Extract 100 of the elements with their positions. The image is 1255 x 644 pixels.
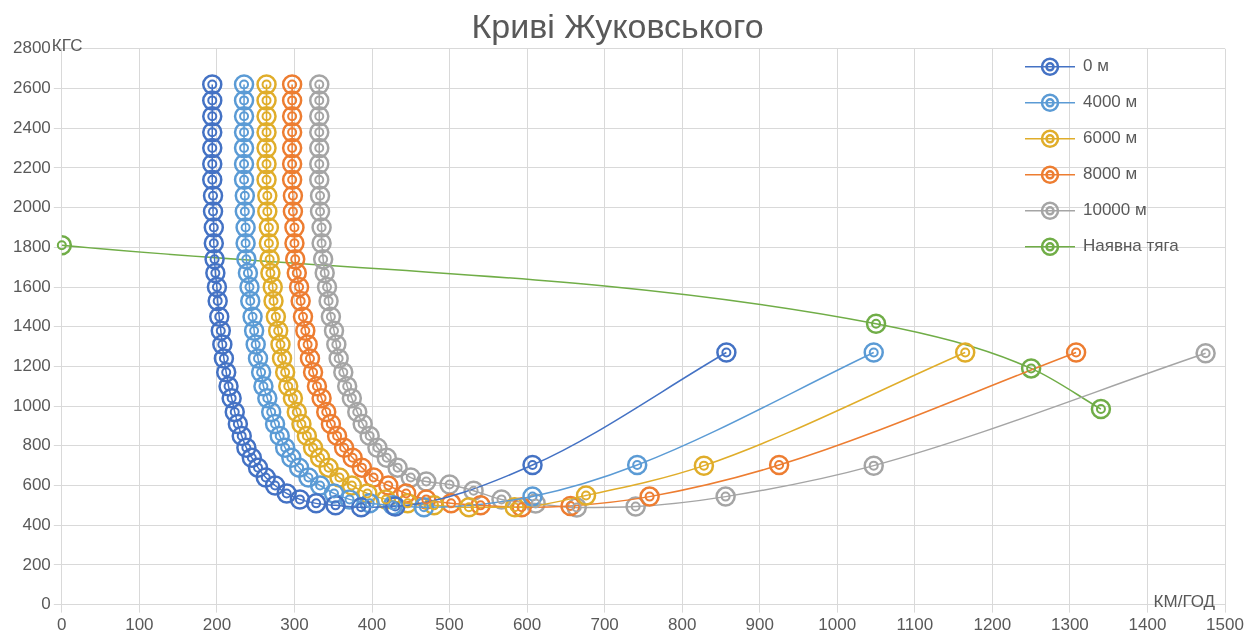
point	[258, 233, 280, 254]
point	[302, 437, 324, 459]
point	[203, 233, 225, 254]
point	[341, 387, 363, 409]
x-tick-label: 400	[357, 615, 387, 635]
y-tick-label: 1600	[12, 276, 51, 296]
x-tick-label: 100	[125, 615, 154, 635]
point	[309, 475, 331, 496]
point	[281, 74, 303, 95]
point	[240, 290, 261, 312]
point	[311, 387, 332, 409]
point	[284, 233, 305, 254]
point	[863, 455, 884, 476]
legend-label: Наявна тяга	[1083, 236, 1180, 256]
point	[1065, 342, 1087, 363]
point	[256, 74, 277, 95]
legend-label: 6000 м	[1083, 128, 1138, 148]
point	[320, 413, 342, 435]
point	[271, 348, 293, 369]
y-tick-label: 2600	[12, 78, 51, 98]
point	[309, 121, 330, 143]
point	[865, 313, 887, 334]
point	[262, 276, 283, 298]
x-tick-label: 1500	[1206, 615, 1244, 635]
point	[309, 447, 331, 468]
point	[281, 169, 303, 191]
point	[311, 217, 332, 238]
point	[282, 185, 304, 206]
y-tick-label: 800	[22, 435, 51, 455]
point	[243, 320, 265, 341]
point	[235, 217, 256, 238]
point	[314, 262, 335, 284]
point	[233, 137, 255, 159]
point	[270, 334, 291, 355]
point	[284, 248, 306, 270]
point	[237, 262, 259, 284]
point	[291, 413, 312, 435]
point	[233, 74, 255, 95]
point	[224, 401, 245, 423]
point	[350, 497, 372, 518]
point	[260, 262, 281, 284]
point	[302, 362, 324, 383]
point	[256, 169, 277, 191]
y-tick-label: 1000	[12, 395, 51, 415]
point	[298, 467, 319, 488]
y-tick-label: 0	[41, 594, 51, 614]
point	[234, 201, 256, 222]
point	[259, 248, 280, 270]
point	[693, 455, 715, 476]
point	[352, 413, 373, 435]
point	[281, 121, 303, 143]
point	[309, 153, 330, 175]
point	[233, 153, 255, 175]
point	[1090, 398, 1112, 420]
point	[202, 106, 223, 127]
point	[256, 137, 277, 159]
point	[202, 74, 223, 95]
x-tick-label: 1200	[973, 615, 1012, 635]
point	[288, 276, 310, 298]
point	[239, 276, 260, 298]
y-tick-label: 200	[22, 554, 51, 574]
y-axis-title: КГС	[51, 36, 83, 56]
point	[281, 106, 303, 127]
point	[309, 201, 331, 222]
chart-title: Криві Жуковського	[471, 6, 764, 45]
point	[326, 334, 347, 355]
point	[1020, 358, 1042, 379]
point	[256, 106, 277, 127]
point	[221, 387, 242, 409]
point	[359, 425, 380, 447]
x-tick-label: 1300	[1050, 615, 1089, 635]
x-tick-label: 1000	[818, 615, 857, 635]
point	[253, 376, 274, 397]
x-tick-label: 1400	[1128, 615, 1167, 635]
point	[286, 401, 308, 423]
point	[233, 169, 255, 191]
x-axis-title: КМ/ГОД	[1153, 592, 1216, 612]
point	[863, 342, 884, 363]
y-tick-label: 2200	[12, 157, 51, 177]
y-tick-label: 1800	[12, 236, 51, 256]
point	[318, 457, 339, 478]
point	[290, 290, 311, 312]
point	[258, 217, 280, 238]
point	[768, 454, 790, 476]
point	[333, 362, 354, 383]
x-tick-label: 1100	[896, 615, 934, 635]
y-tick-label: 2800	[12, 38, 51, 58]
point	[213, 348, 235, 369]
point	[282, 387, 304, 409]
point	[326, 425, 348, 447]
point	[274, 437, 296, 459]
point	[276, 483, 297, 504]
point	[309, 74, 330, 95]
point	[256, 121, 277, 143]
point	[439, 474, 460, 495]
legend-label: 8000 м	[1083, 164, 1138, 184]
point	[202, 185, 224, 206]
point	[281, 447, 302, 468]
point	[309, 185, 331, 206]
point	[284, 217, 305, 238]
